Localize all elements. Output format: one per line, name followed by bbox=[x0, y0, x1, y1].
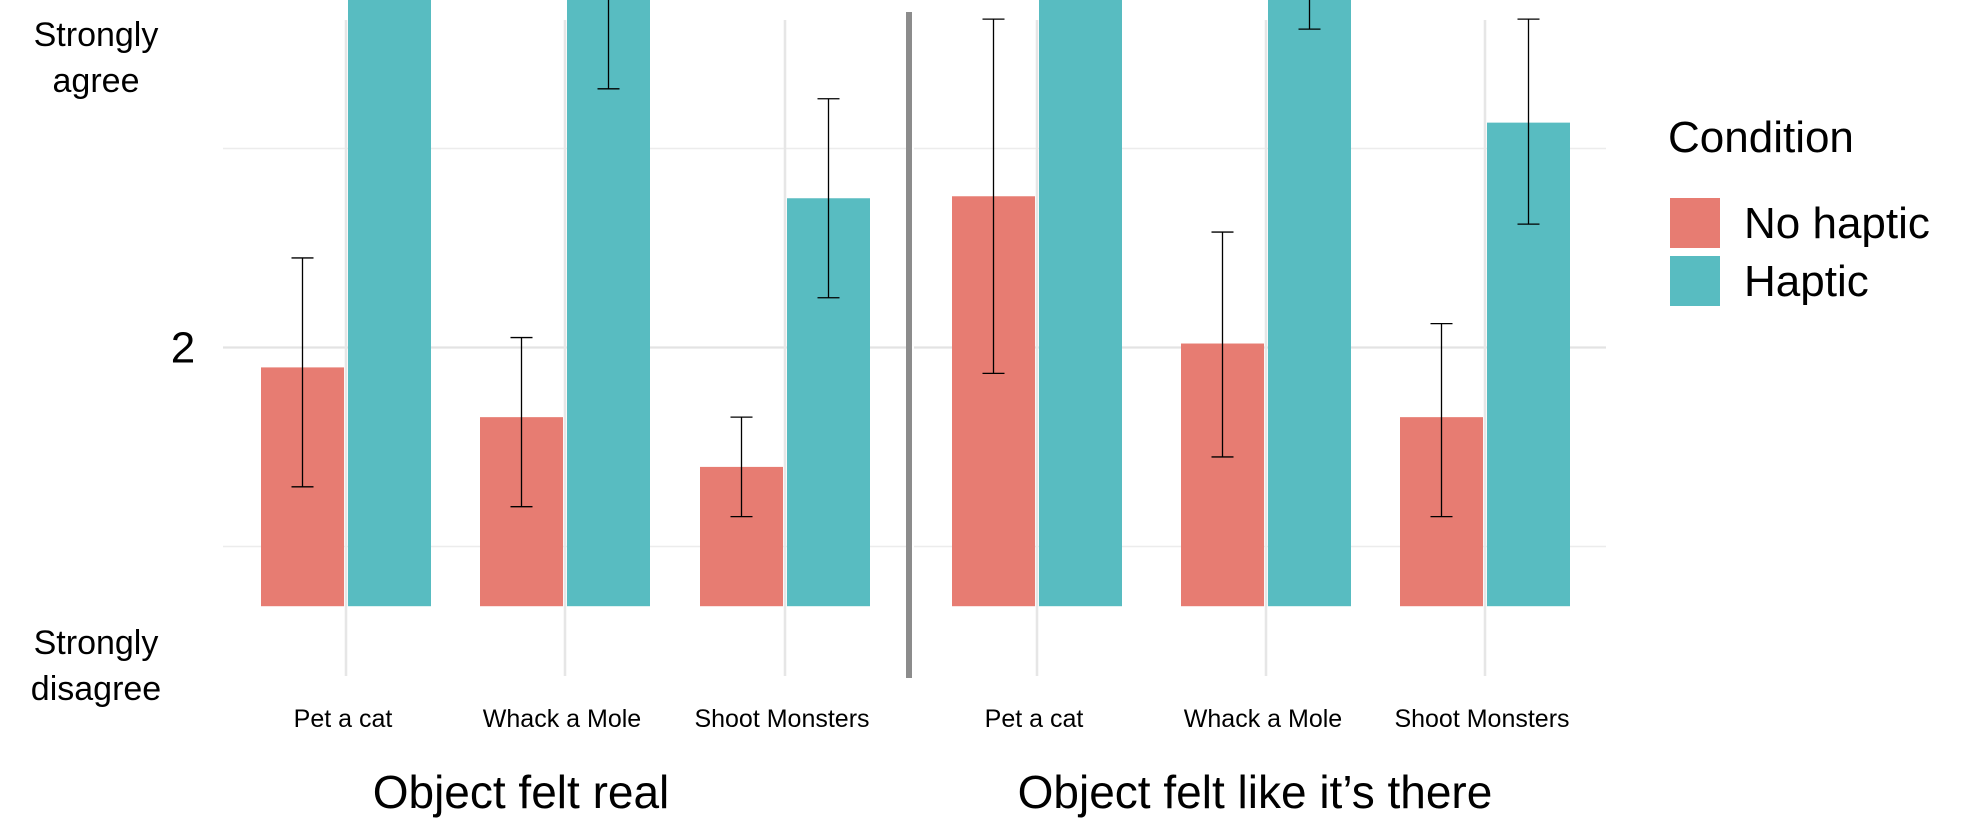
bar-object-felt-like-it-s-there-pet-a-cat-haptic bbox=[1039, 0, 1122, 607]
panel-title: Object felt real bbox=[373, 766, 670, 818]
bar-object-felt-real-pet-a-cat-haptic bbox=[348, 0, 431, 607]
error-bar-object-felt-like-it-s-there-whack-a-mole-no-haptic bbox=[1211, 231, 1234, 458]
x-tick-label: Shoot Monsters bbox=[1394, 705, 1569, 733]
legend-swatch-no-haptic bbox=[1670, 198, 1720, 248]
y-end-label-top: agree bbox=[53, 62, 140, 100]
legend-swatch-haptic bbox=[1670, 256, 1720, 306]
error-bars bbox=[291, 0, 1540, 518]
x-tick-label: Whack a Mole bbox=[1184, 705, 1342, 733]
bar-object-felt-like-it-s-there-whack-a-mole-haptic bbox=[1268, 0, 1351, 607]
error-bar-object-felt-real-pet-a-cat-no-haptic bbox=[291, 257, 314, 488]
legend-title: Condition bbox=[1668, 113, 1854, 162]
y-end-label-top: Strongly bbox=[34, 16, 159, 54]
error-bar-object-felt-real-shoot-monsters-no-haptic bbox=[730, 416, 753, 518]
error-bar-object-felt-like-it-s-there-shoot-monsters-no-haptic bbox=[1430, 322, 1453, 518]
panel-title: Object felt like it’s there bbox=[1018, 766, 1493, 818]
error-bar-object-felt-like-it-s-there-shoot-monsters-haptic bbox=[1517, 18, 1540, 225]
axes: Pet a cat Whack a Mole Shoot Monsters Objec… bbox=[31, 12, 1570, 818]
y-end-label-bottom: Strongly bbox=[34, 624, 159, 662]
x-tick-label: Pet a cat bbox=[985, 705, 1084, 733]
error-bar-object-felt-real-whack-a-mole-no-haptic bbox=[510, 336, 533, 508]
legend: Condition No haptic Haptic bbox=[1668, 113, 1930, 306]
bars bbox=[261, 0, 1570, 607]
bar-object-felt-real-whack-a-mole-haptic bbox=[567, 0, 650, 607]
x-tick-label: Pet a cat bbox=[294, 705, 393, 733]
y-end-label-bottom: disagree bbox=[31, 670, 161, 708]
y-tick-label: 2 bbox=[171, 324, 195, 373]
x-tick-label: Whack a Mole bbox=[483, 705, 641, 733]
x-tick-label: Shoot Monsters bbox=[694, 705, 869, 733]
error-bar-object-felt-real-whack-a-mole-haptic bbox=[597, 0, 620, 90]
error-bar-object-felt-like-it-s-there-pet-a-cat-no-haptic bbox=[982, 18, 1005, 375]
error-bar-object-felt-like-it-s-there-whack-a-mole-haptic bbox=[1298, 0, 1321, 30]
error-bar-object-felt-real-shoot-monsters-haptic bbox=[817, 98, 840, 299]
legend-label-no-haptic: No haptic bbox=[1744, 199, 1930, 248]
legend-label-haptic: Haptic bbox=[1744, 257, 1869, 306]
